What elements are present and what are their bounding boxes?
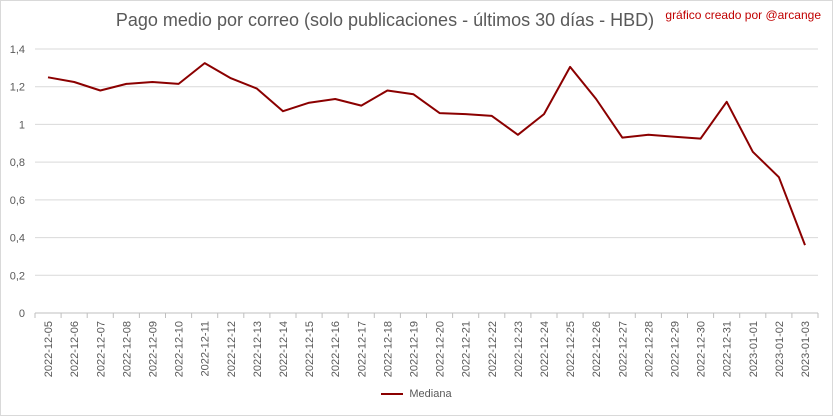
y-tick-label: 1,2 bbox=[10, 82, 25, 94]
x-tick-label: 2022-12-21 bbox=[461, 321, 473, 377]
x-tick-label: 2022-12-12 bbox=[226, 321, 238, 377]
x-tick-label: 2022-12-26 bbox=[591, 321, 603, 377]
x-tick-label: 2022-12-25 bbox=[565, 321, 577, 377]
x-tick-label: 2022-12-15 bbox=[304, 321, 316, 377]
y-tick-label: 0,4 bbox=[10, 233, 25, 245]
x-tick-label: 2022-12-30 bbox=[696, 321, 708, 377]
x-tick-label: 2022-12-14 bbox=[278, 321, 290, 377]
x-tick-label: 2022-12-08 bbox=[121, 321, 133, 377]
y-tick-label: 0,6 bbox=[10, 195, 25, 207]
x-tick-label: 2022-12-07 bbox=[95, 321, 107, 377]
x-tick-label: 2022-12-06 bbox=[69, 321, 81, 377]
legend-swatch bbox=[381, 393, 404, 396]
y-tick-label: 0 bbox=[19, 308, 25, 320]
x-tick-label: 2022-12-23 bbox=[513, 321, 525, 377]
series-line-mediana bbox=[47, 62, 806, 246]
x-tick-label: 2022-12-19 bbox=[408, 321, 420, 377]
x-tick-label: 2022-12-28 bbox=[643, 321, 655, 377]
x-tick-label: 2023-01-02 bbox=[774, 321, 786, 377]
x-tick-label: 2022-12-20 bbox=[435, 321, 447, 377]
x-tick-label: 2022-12-13 bbox=[252, 321, 264, 377]
x-tick-label: 2022-12-17 bbox=[356, 321, 368, 377]
y-tick-label: 0,8 bbox=[10, 157, 25, 169]
y-tick-label: 0,2 bbox=[10, 270, 25, 282]
legend-label: Mediana bbox=[409, 388, 452, 400]
x-tick-label: 2023-01-01 bbox=[748, 321, 760, 377]
x-tick-label: 2022-12-22 bbox=[487, 321, 499, 377]
x-tick-label: 2022-12-05 bbox=[43, 321, 55, 377]
y-tick-label: 1,4 bbox=[10, 44, 25, 56]
x-tick-label: 2022-12-31 bbox=[722, 321, 734, 377]
legend: Mediana bbox=[0, 388, 833, 400]
x-tick-label: 2022-12-16 bbox=[330, 321, 342, 377]
x-tick-label: 2022-12-27 bbox=[617, 321, 629, 377]
x-tick-label: 2022-12-11 bbox=[200, 321, 212, 376]
x-tick-label: 2022-12-24 bbox=[539, 321, 551, 377]
x-tick-label: 2022-12-09 bbox=[147, 321, 159, 377]
y-tick-label: 1 bbox=[19, 119, 25, 131]
x-tick-label: 2022-12-18 bbox=[382, 321, 394, 377]
chart-credit: gráfico creado por @arcange bbox=[665, 8, 821, 22]
x-tick-label: 2022-12-10 bbox=[174, 321, 186, 377]
x-tick-label: 2023-01-03 bbox=[800, 321, 812, 377]
x-tick-label: 2022-12-29 bbox=[669, 321, 681, 377]
chart-title: Pago medio por correo (solo publicacione… bbox=[115, 10, 655, 30]
